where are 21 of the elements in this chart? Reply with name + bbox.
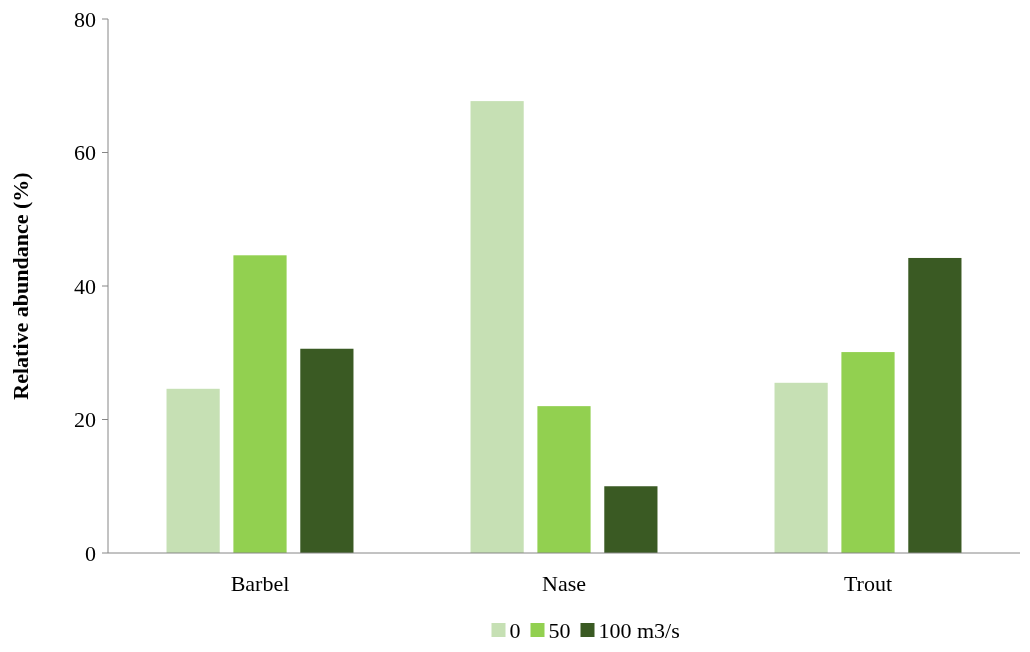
y-tick-label: 80 [74,6,96,32]
y-tick-label: 0 [85,540,96,566]
legend-label: 0 [509,617,521,643]
bar [774,382,828,553]
bar [537,406,591,553]
y-tick-label: 60 [74,140,96,166]
bar [908,257,962,553]
y-tick-label: 40 [74,273,96,299]
bar [166,388,220,553]
bar [470,101,524,553]
bar [841,352,895,553]
legend-label: 100 m3/s [598,617,680,643]
bar [300,348,354,553]
legend-label: 50 [548,617,571,643]
x-tick-label: Trout [843,571,893,596]
x-tick-label: Barbel [230,571,290,596]
x-tick-label: Nase [542,571,586,596]
y-axis-title: Relative abundance (%) [8,172,33,400]
y-tick-label: 20 [74,407,96,433]
bar [604,486,658,553]
bar [233,255,287,553]
